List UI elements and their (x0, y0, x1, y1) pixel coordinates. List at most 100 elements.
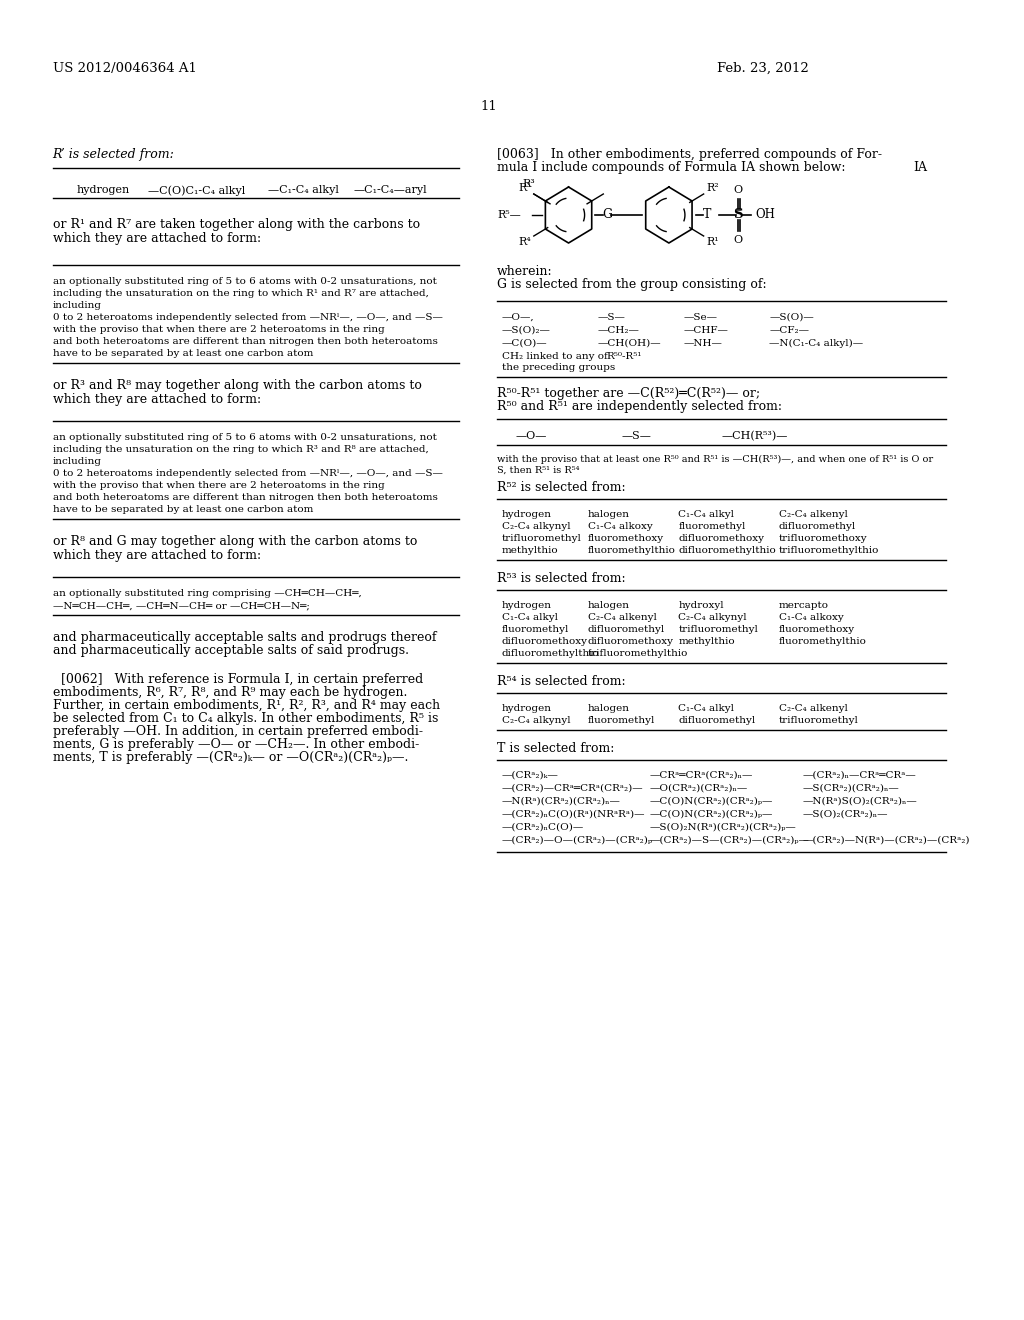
Text: 0 to 2 heteroatoms independently selected from —NRˡ—, —O—, and —S—: 0 to 2 heteroatoms independently selecte… (52, 313, 442, 322)
Text: R⁵² is selected from:: R⁵² is selected from: (497, 480, 626, 494)
Text: US 2012/0046364 A1: US 2012/0046364 A1 (52, 62, 197, 75)
Text: —N(Rᵃ)(CRᵃ₂)(CRᵃ₂)ₙ—: —N(Rᵃ)(CRᵃ₂)(CRᵃ₂)ₙ— (502, 797, 621, 807)
Text: C₂-C₄ alkenyl: C₂-C₄ alkenyl (588, 612, 656, 622)
Text: trifluoromethyl: trifluoromethyl (502, 535, 582, 543)
Text: R⁵⁰-R⁵¹ together are —C(R⁵²)═C(R⁵²)— or;: R⁵⁰-R⁵¹ together are —C(R⁵²)═C(R⁵²)— or; (497, 387, 760, 400)
Text: or R⁸ and G may together along with the carbon atoms to: or R⁸ and G may together along with the … (52, 535, 417, 548)
Text: —(CRᵃ₂)—O—(CRᵃ₂)—(CRᵃ₂)ₚ: —(CRᵃ₂)—O—(CRᵃ₂)—(CRᵃ₂)ₚ (502, 836, 652, 845)
Text: —N(Rᵃ)S(O)₂(CRᵃ₂)ₙ—: —N(Rᵃ)S(O)₂(CRᵃ₂)ₙ— (803, 797, 918, 807)
Text: 0 to 2 heteroatoms independently selected from —NRˡ—, —O—, and —S—: 0 to 2 heteroatoms independently selecte… (52, 469, 442, 478)
Text: [0062]   With reference is Formula I, in certain preferred: [0062] With reference is Formula I, in c… (52, 673, 423, 686)
Text: difluoromethylthio: difluoromethylthio (502, 649, 599, 657)
Text: R³: R³ (523, 180, 536, 189)
Text: halogen: halogen (588, 601, 630, 610)
Text: O: O (733, 185, 742, 195)
Text: C₁-C₄ alkoxy: C₁-C₄ alkoxy (588, 521, 652, 531)
Text: —S(O)₂N(Rᵃ)(CRᵃ₂)(CRᵃ₂)ₚ—: —S(O)₂N(Rᵃ)(CRᵃ₂)(CRᵃ₂)ₚ— (650, 822, 797, 832)
Text: —(CRᵃ₂)ₖ—: —(CRᵃ₂)ₖ— (502, 771, 558, 780)
Text: —C(O)N(CRᵃ₂)(CRᵃ₂)ₚ—: —C(O)N(CRᵃ₂)(CRᵃ₂)ₚ— (650, 810, 773, 818)
Text: C₂-C₄ alkenyl: C₂-C₄ alkenyl (779, 704, 848, 713)
Text: —O(CRᵃ₂)(CRᵃ₂)ₙ—: —O(CRᵃ₂)(CRᵃ₂)ₙ— (650, 784, 748, 793)
Text: —(CRᵃ₂)ₙC(O)(Rᵃ)(NRᵃRᵃ)—: —(CRᵃ₂)ₙC(O)(Rᵃ)(NRᵃRᵃ)— (502, 810, 645, 818)
Text: IA: IA (912, 161, 927, 174)
Text: or R¹ and R⁷ are taken together along with the carbons to: or R¹ and R⁷ are taken together along wi… (52, 218, 420, 231)
Text: —C₁-C₄ alkyl: —C₁-C₄ alkyl (267, 185, 338, 195)
Text: be selected from C₁ to C₄ alkyls. In other embodiments, R⁵ is: be selected from C₁ to C₄ alkyls. In oth… (52, 711, 438, 725)
Text: —S(O)—: —S(O)— (769, 313, 814, 322)
Text: methylthio: methylthio (679, 638, 735, 645)
Text: halogen: halogen (588, 704, 630, 713)
Text: R⁴: R⁴ (518, 236, 530, 247)
Text: hydrogen: hydrogen (502, 601, 552, 610)
Text: which they are attached to form:: which they are attached to form: (52, 393, 261, 407)
Text: —S—: —S— (622, 432, 651, 441)
Text: S, then R⁵¹ is R⁵⁴: S, then R⁵¹ is R⁵⁴ (497, 466, 580, 475)
Text: C₂-C₄ alkynyl: C₂-C₄ alkynyl (502, 715, 570, 725)
Text: methylthio: methylthio (502, 546, 558, 554)
Text: an optionally substituted ring comprising —CH═CH—CH═,: an optionally substituted ring comprisin… (52, 589, 361, 598)
Text: [0063]   In other embodiments, preferred compounds of For-: [0063] In other embodiments, preferred c… (497, 148, 882, 161)
Text: hydrogen: hydrogen (77, 185, 130, 195)
Text: difluoromethylthio: difluoromethylthio (679, 546, 776, 554)
Text: and both heteroatoms are different than nitrogen then both heteroatoms: and both heteroatoms are different than … (52, 492, 437, 502)
Text: hydrogen: hydrogen (502, 510, 552, 519)
Text: trifluoromethylthio: trifluoromethylthio (779, 546, 880, 554)
Text: including the unsaturation on the ring to which R¹ and R⁷ are attached,: including the unsaturation on the ring t… (52, 289, 428, 298)
Text: R²: R² (707, 183, 719, 194)
Text: C₁-C₄ alkyl: C₁-C₄ alkyl (679, 510, 734, 519)
Text: OH: OH (755, 209, 775, 222)
Text: difluoromethyl: difluoromethyl (679, 715, 756, 725)
Text: CH₂ linked to any of: CH₂ linked to any of (502, 352, 607, 360)
Text: an optionally substituted ring of 5 to 6 atoms with 0-2 unsaturations, not: an optionally substituted ring of 5 to 6… (52, 433, 436, 442)
Text: halogen: halogen (588, 510, 630, 519)
Text: R¹: R¹ (707, 236, 719, 247)
Text: have to be separated by at least one carbon atom: have to be separated by at least one car… (52, 348, 313, 358)
Text: —CH(OH)—: —CH(OH)— (597, 339, 660, 348)
Text: C₁-C₄ alkoxy: C₁-C₄ alkoxy (779, 612, 844, 622)
Text: Further, in certain embodiments, R¹, R², R³, and R⁴ may each: Further, in certain embodiments, R¹, R²,… (52, 700, 439, 711)
Text: 11: 11 (481, 100, 498, 114)
Text: G is selected from the group consisting of:: G is selected from the group consisting … (497, 279, 767, 290)
Text: —NH—: —NH— (683, 339, 722, 348)
Text: fluoromethoxy: fluoromethoxy (779, 624, 855, 634)
Text: —(CRᵃ₂)ₙ—CRᵃ═CRᵃ—: —(CRᵃ₂)ₙ—CRᵃ═CRᵃ— (803, 771, 916, 780)
Text: difluoromethoxy: difluoromethoxy (679, 535, 765, 543)
Text: or R³ and R⁸ may together along with the carbon atoms to: or R³ and R⁸ may together along with the… (52, 379, 422, 392)
Text: —(CRᵃ₂)—S—(CRᵃ₂)—(CRᵃ₂)ₚ—: —(CRᵃ₂)—S—(CRᵃ₂)—(CRᵃ₂)ₚ— (650, 836, 810, 845)
Text: —C(O)—: —C(O)— (502, 339, 547, 348)
Text: —S—: —S— (597, 313, 625, 322)
Text: —O—,: —O—, (502, 313, 535, 322)
Text: ments, T is preferably —(CRᵃ₂)ₖ— or —O(CRᵃ₂)(CRᵃ₂)ₚ—.: ments, T is preferably —(CRᵃ₂)ₖ— or —O(C… (52, 751, 408, 764)
Text: trifluoromethyl: trifluoromethyl (679, 624, 759, 634)
Text: difluoromethoxy: difluoromethoxy (502, 638, 588, 645)
Text: difluoromethoxy: difluoromethoxy (588, 638, 674, 645)
Text: fluoromethyl: fluoromethyl (588, 715, 655, 725)
Text: embodiments, R⁶, R⁷, R⁸, and R⁹ may each be hydrogen.: embodiments, R⁶, R⁷, R⁸, and R⁹ may each… (52, 686, 407, 700)
Text: —(CRᵃ₂)—N(Rᵃ)—(CRᵃ₂)—(CRᵃ₂): —(CRᵃ₂)—N(Rᵃ)—(CRᵃ₂)—(CRᵃ₂) (803, 836, 970, 845)
Text: fluoromethyl: fluoromethyl (679, 521, 745, 531)
Text: hydrogen: hydrogen (502, 704, 552, 713)
Text: and both heteroatoms are different than nitrogen then both heteroatoms: and both heteroatoms are different than … (52, 337, 437, 346)
Text: fluoromethylthio: fluoromethylthio (779, 638, 866, 645)
Text: —(CRᵃ₂)ₙC(O)—: —(CRᵃ₂)ₙC(O)— (502, 822, 584, 832)
Text: R⁵—: R⁵— (497, 210, 521, 220)
Text: with the proviso that at least one R⁵⁰ and R⁵¹ is —CH(R⁵³)—, and when one of R⁵¹: with the proviso that at least one R⁵⁰ a… (497, 455, 933, 465)
Text: R⁵³ is selected from:: R⁵³ is selected from: (497, 572, 626, 585)
Text: R⁵⁴ is selected from:: R⁵⁴ is selected from: (497, 675, 626, 688)
Text: —S(O)₂—: —S(O)₂— (502, 326, 551, 335)
Text: difluoromethyl: difluoromethyl (588, 624, 665, 634)
Text: the preceding groups: the preceding groups (502, 363, 614, 372)
Text: which they are attached to form:: which they are attached to form: (52, 549, 261, 562)
Text: —N(C₁-C₄ alkyl)—: —N(C₁-C₄ alkyl)— (769, 339, 863, 348)
Text: G: G (602, 209, 611, 222)
Text: R⁵⁰ and R⁵¹ are independently selected from:: R⁵⁰ and R⁵¹ are independently selected f… (497, 400, 782, 413)
Text: mula I include compounds of Formula IA shown below:: mula I include compounds of Formula IA s… (497, 161, 846, 174)
Text: trifluoromethoxy: trifluoromethoxy (779, 535, 867, 543)
Text: C₂-C₄ alkynyl: C₂-C₄ alkynyl (502, 521, 570, 531)
Text: C₂-C₄ alkynyl: C₂-C₄ alkynyl (679, 612, 748, 622)
Text: —(CRᵃ₂)—CRᵃ═CRᵃ(CRᵃ₂)—: —(CRᵃ₂)—CRᵃ═CRᵃ(CRᵃ₂)— (502, 784, 643, 793)
Text: —CF₂—: —CF₂— (769, 326, 809, 335)
Text: mercapto: mercapto (779, 601, 828, 610)
Text: trifluoromethyl: trifluoromethyl (779, 715, 859, 725)
Text: and pharmaceutically acceptable salts and prodrugs thereof: and pharmaceutically acceptable salts an… (52, 631, 436, 644)
